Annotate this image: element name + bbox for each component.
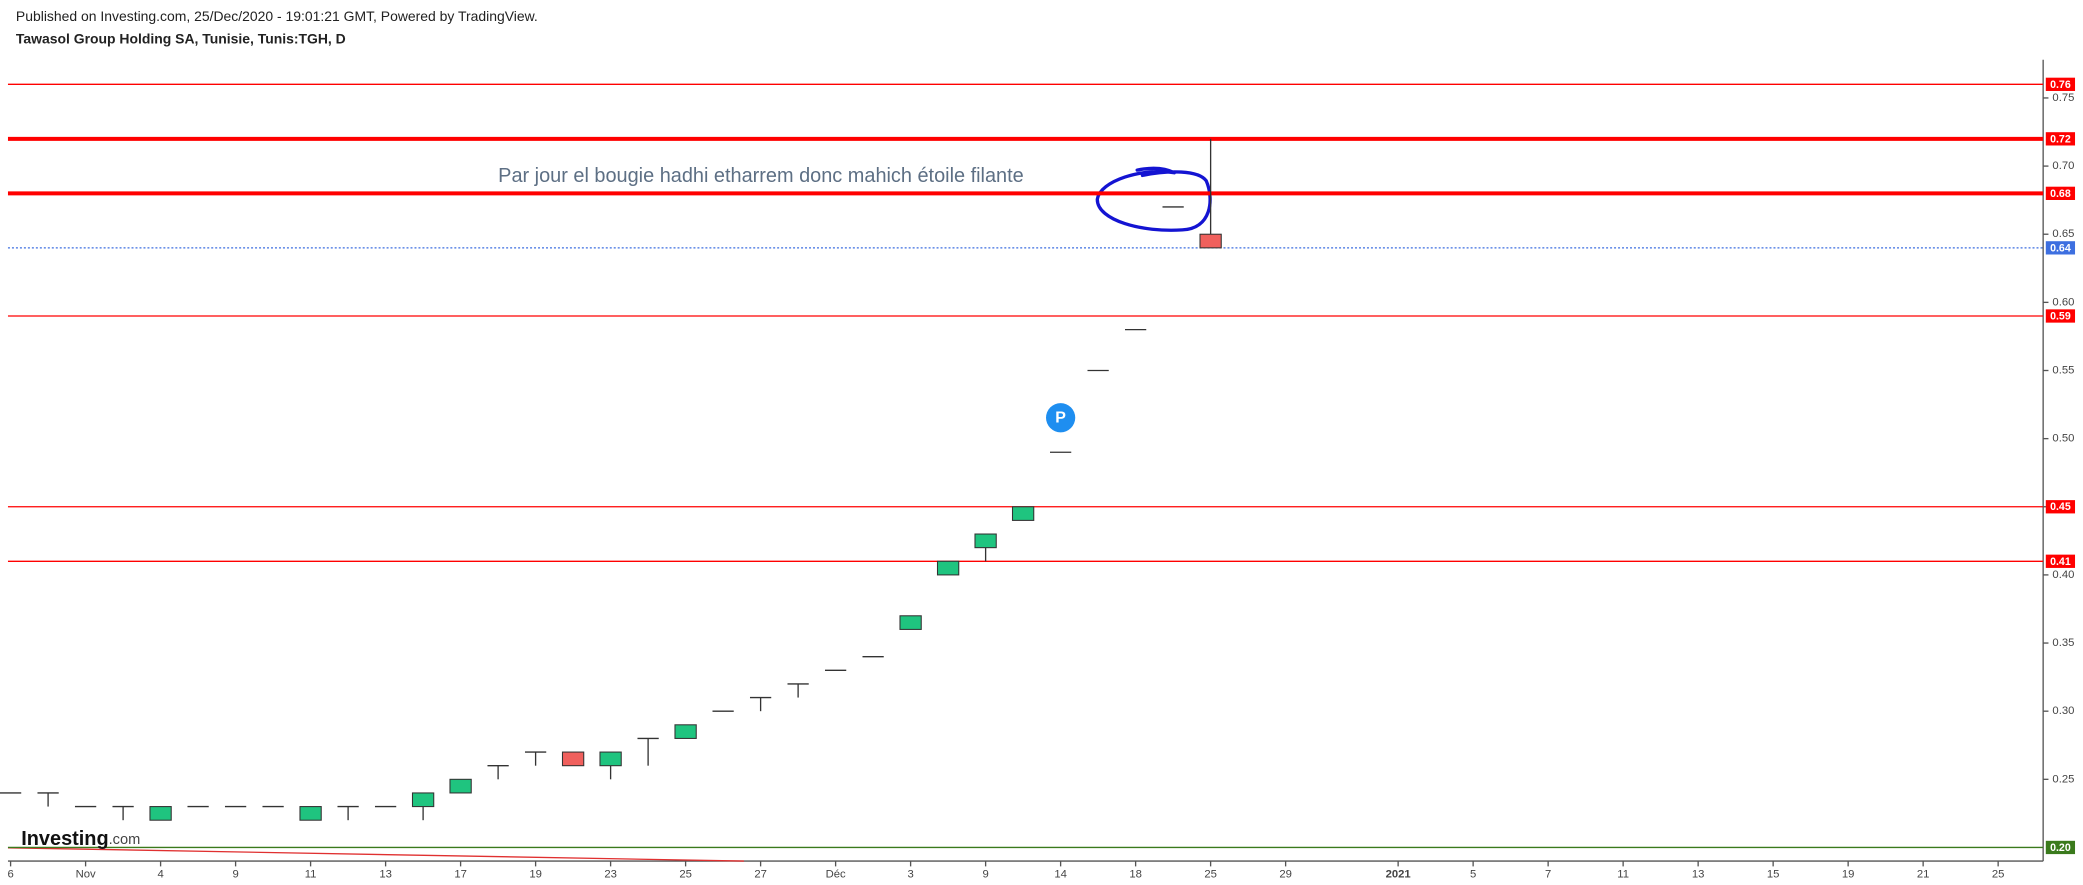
marker-label: P xyxy=(1055,410,1066,427)
candle-body xyxy=(561,751,585,767)
x-tick-label: 18 xyxy=(1129,868,1142,880)
x-tick-label: 13 xyxy=(1692,868,1705,880)
candle-body xyxy=(899,615,922,630)
level-label-box xyxy=(2045,241,2076,255)
y-tick-label: 0.35 xyxy=(2052,637,2074,649)
x-tick-label: 11 xyxy=(1617,868,1629,880)
x-tick-label: 9 xyxy=(982,868,988,880)
y-tick-label: 0.30 xyxy=(2052,705,2074,717)
level-label-box xyxy=(2045,500,2076,514)
x-tick-label: Nov xyxy=(76,868,96,880)
trend-line xyxy=(7,847,744,862)
chart-title: Tawasol Group Holding SA, Tunisie, Tunis… xyxy=(16,31,346,47)
x-tick-label: 7 xyxy=(1545,868,1551,880)
x-tick-label: 4 xyxy=(157,868,163,880)
candle-body xyxy=(449,778,472,794)
x-tick-label: 11 xyxy=(305,868,317,880)
level-label: 0.64 xyxy=(2050,242,2071,254)
x-tick-label: 25 xyxy=(1992,868,2005,880)
candle-body xyxy=(974,533,997,549)
candle-body xyxy=(411,792,435,808)
level-label: 0.68 xyxy=(2050,188,2071,200)
hand-drawing xyxy=(1095,166,1212,232)
candle-body xyxy=(1011,506,1035,521)
level-label: 0.45 xyxy=(2050,501,2071,513)
y-tick-label: 0.65 xyxy=(2052,228,2074,240)
candle-body xyxy=(936,560,960,576)
x-tick-label: Déc xyxy=(826,868,846,880)
level-label: 0.20 xyxy=(2050,842,2071,854)
logo: Investing.com xyxy=(21,828,140,850)
x-tick-label: 25 xyxy=(679,868,692,880)
level-label-box xyxy=(2045,132,2076,146)
x-tick-label: 6 xyxy=(7,868,13,880)
candle-body xyxy=(1199,233,1222,249)
x-tick-label: 29 xyxy=(1279,868,1292,880)
x-tick-label: 5 xyxy=(1470,868,1476,880)
y-tick-label: 0.60 xyxy=(2052,296,2074,308)
candle-body xyxy=(149,806,172,821)
x-tick-label: 21 xyxy=(1917,868,1930,880)
x-tick-label: 27 xyxy=(754,868,767,880)
x-tick-label: 9 xyxy=(232,868,238,880)
marker-badge xyxy=(1046,403,1076,433)
y-tick-label: 0.40 xyxy=(2052,569,2074,581)
x-tick-label: 15 xyxy=(1767,868,1780,880)
x-tick-label: 2021 xyxy=(1386,868,1411,880)
x-tick-label: 3 xyxy=(907,868,913,880)
x-tick-label: 14 xyxy=(1054,868,1067,880)
y-tick-label: 0.75 xyxy=(2052,92,2074,104)
x-tick-label: 19 xyxy=(1842,868,1855,880)
x-tick-label: 19 xyxy=(529,868,542,880)
level-label: 0.76 xyxy=(2050,79,2071,91)
x-tick-label: 23 xyxy=(604,868,617,880)
level-label-box xyxy=(2045,186,2076,200)
logo-name: Investing.com xyxy=(21,828,140,850)
y-tick-label: 0.50 xyxy=(2052,433,2074,445)
candle-body xyxy=(674,724,697,739)
level-label: 0.41 xyxy=(2050,556,2071,568)
level-label-box xyxy=(2045,554,2076,568)
y-tick-label: 0.55 xyxy=(2052,364,2074,376)
annotation: Par jour el bougie hadhi etharrem donc m… xyxy=(498,165,1024,187)
logo-suffix: .com xyxy=(109,832,141,848)
level-label-box xyxy=(2045,77,2076,91)
level-label: 0.72 xyxy=(2050,133,2071,145)
level-label-box xyxy=(2045,309,2076,323)
logo-name-text: Investing xyxy=(21,828,108,850)
y-tick-label: 0.25 xyxy=(2052,773,2074,785)
candle-body xyxy=(299,806,322,821)
x-tick-label: 13 xyxy=(379,868,392,880)
level-label-box xyxy=(2045,840,2076,855)
level-label: 0.59 xyxy=(2050,310,2071,322)
published-note: Published on Investing.com, 25/Dec/2020 … xyxy=(16,8,538,24)
x-tick-label: 25 xyxy=(1204,868,1217,880)
y-tick-label: 0.70 xyxy=(2052,160,2074,172)
candle-body xyxy=(599,751,622,767)
x-tick-label: 17 xyxy=(454,868,467,880)
